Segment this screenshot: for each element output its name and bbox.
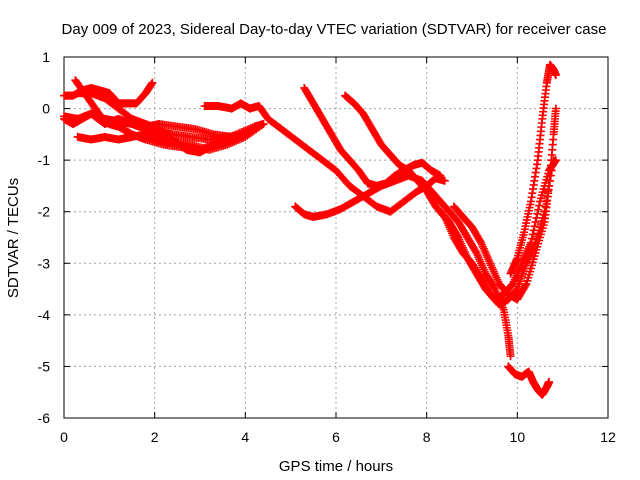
y-tick-label: -1: [38, 152, 51, 168]
data-point: [545, 377, 554, 386]
x-tick-label: 0: [60, 429, 68, 445]
data-point: [551, 71, 560, 80]
y-tick-label: -2: [38, 204, 51, 220]
data-point: [453, 231, 462, 240]
data-point: [551, 156, 560, 165]
data-point: [436, 171, 445, 180]
x-tick-label: 12: [600, 429, 616, 445]
x-tick-label: 6: [332, 429, 340, 445]
data-point: [521, 281, 530, 290]
data-point: [534, 205, 543, 214]
x-tick-label: 10: [510, 429, 526, 445]
y-tick-label: -3: [38, 255, 51, 271]
data-point: [257, 121, 266, 130]
data-point: [528, 230, 537, 239]
series-track-5: [60, 109, 250, 141]
data-point: [489, 283, 498, 292]
series-track-12: [504, 362, 554, 399]
series-track-14: [436, 156, 560, 304]
data-point: [259, 120, 268, 129]
chart-title: Day 009 of 2023, Sidereal Day-to-day VTE…: [62, 21, 607, 38]
y-axis-label: SDTVAR / TECUs: [5, 178, 22, 298]
data-point: [551, 104, 560, 113]
x-axis-label: GPS time / hours: [279, 458, 393, 475]
data-point: [529, 226, 538, 235]
y-tick-label: -5: [38, 358, 51, 374]
y-tick-label: 0: [42, 101, 50, 117]
data-point: [476, 237, 485, 246]
data-point: [148, 78, 157, 87]
series-track-6: [73, 120, 268, 154]
series-track-9: [341, 91, 558, 309]
data-point: [532, 213, 541, 222]
data-point: [440, 176, 449, 185]
y-tick-label: -6: [38, 410, 51, 426]
series-track-13: [506, 60, 560, 278]
x-tick-label: 8: [423, 429, 431, 445]
grid-lines: [64, 57, 608, 418]
y-tick-label: 1: [42, 49, 50, 65]
data-point: [530, 222, 539, 231]
data-point: [506, 352, 515, 361]
data-point: [535, 201, 544, 210]
series-track-8: [300, 83, 445, 190]
series-track-11: [449, 104, 560, 304]
x-tick-label: 4: [241, 429, 249, 445]
data-point: [526, 238, 535, 247]
data-point: [533, 209, 542, 218]
data-series: [60, 60, 560, 399]
x-tick-label: 2: [151, 429, 159, 445]
data-point: [527, 234, 536, 243]
series-track-7: [200, 99, 449, 216]
data-point: [531, 218, 540, 227]
series-track-10: [291, 171, 515, 361]
y-tick-label: -4: [38, 307, 51, 323]
data-point: [471, 247, 480, 256]
